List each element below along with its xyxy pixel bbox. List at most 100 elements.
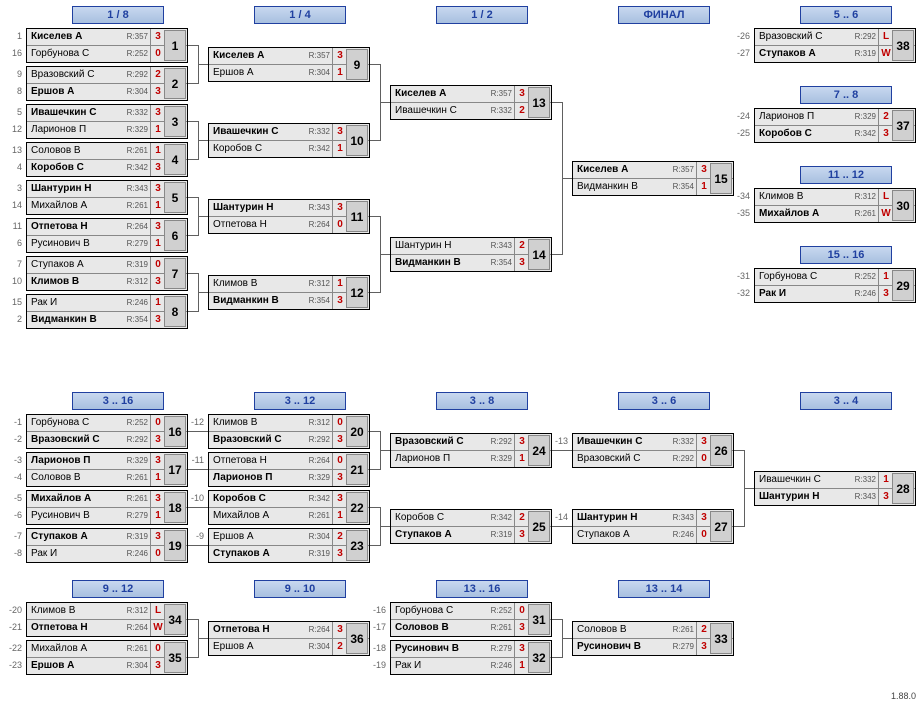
- player-name: Шантурин Н: [391, 238, 482, 254]
- player-name: Отпетова Н: [209, 217, 300, 233]
- round-header: 5 .. 6: [800, 6, 892, 24]
- player-score: 0: [150, 257, 165, 273]
- player-row: Русинович ВR:2791: [27, 507, 187, 524]
- player-row: Ступаков АR:319W: [755, 45, 915, 62]
- player-row: Коробов СR:3423: [27, 159, 187, 176]
- round-header: 11 .. 12: [800, 166, 892, 184]
- seed-label: -11: [186, 455, 204, 465]
- match-box: Ивашечкин СR:3323Коробов СR:342110: [208, 123, 370, 158]
- player-rating: R:261: [118, 641, 150, 657]
- player-name: Михайлов А: [27, 491, 118, 507]
- player-name: Ивашечкин С: [391, 103, 482, 119]
- player-row: Русинович ВR:2793: [573, 638, 733, 655]
- match-box: Ларионов ПR:3292Коробов СR:342337: [754, 108, 916, 143]
- player-name: Киселев А: [391, 86, 482, 102]
- bracket-connector: [734, 526, 744, 527]
- player-score: 0: [696, 527, 711, 543]
- player-score: 0: [150, 46, 165, 62]
- player-name: Шантурин Н: [209, 200, 300, 216]
- match-number: 30: [892, 190, 914, 221]
- player-name: Видманкин В: [27, 312, 118, 328]
- player-score: 0: [150, 415, 165, 431]
- player-score: 3: [150, 658, 165, 674]
- match-box: Михайлов АR:2613Русинович ВR:279118: [26, 490, 188, 525]
- player-rating: R:342: [300, 491, 332, 507]
- seed-label: -6: [4, 510, 22, 520]
- match-number: 21: [346, 454, 368, 485]
- player-score: 3: [150, 219, 165, 235]
- match-box: Горбунова СR:2520Соловов ВR:261331: [390, 602, 552, 637]
- player-score: 3: [696, 162, 711, 178]
- player-rating: R:279: [118, 236, 150, 252]
- player-score: 2: [332, 639, 347, 655]
- player-rating: R:264: [300, 453, 332, 469]
- seed-label: -19: [368, 660, 386, 670]
- player-rating: R:292: [300, 432, 332, 448]
- player-name: Ларионов П: [209, 470, 300, 486]
- player-row: Вразовский СR:2923: [209, 431, 369, 448]
- player-row: Рак ИR:2463: [755, 285, 915, 302]
- player-name: Михайлов А: [755, 206, 846, 222]
- player-rating: R:319: [118, 529, 150, 545]
- player-rating: R:354: [300, 293, 332, 309]
- player-row: Ершов АR:3042: [209, 529, 369, 545]
- version-label: 1.88.0: [891, 691, 916, 701]
- player-rating: R:252: [118, 46, 150, 62]
- match-box: Рак ИR:2461Видманкин ВR:35438: [26, 294, 188, 329]
- player-score: 3: [332, 432, 347, 448]
- player-name: Отпетова Н: [209, 622, 300, 638]
- player-score: 1: [878, 269, 893, 285]
- round-header: 3 .. 16: [72, 392, 164, 410]
- bracket-connector: [199, 216, 208, 217]
- match-box: Ивашечкин СR:3323Вразовский СR:292026: [572, 433, 734, 468]
- player-name: Отпетова Н: [209, 453, 300, 469]
- player-row: Вразовский СR:2922: [27, 67, 187, 83]
- match-box: Отпетова НR:2640Ларионов ПR:329321: [208, 452, 370, 487]
- seed-label: 3: [4, 183, 22, 193]
- round-header: 3 .. 6: [618, 392, 710, 410]
- bracket-connector: [381, 450, 390, 451]
- player-rating: R:332: [300, 124, 332, 140]
- player-name: Ларионов П: [27, 122, 118, 138]
- player-rating: R:264: [118, 620, 150, 636]
- bracket-connector: [552, 102, 562, 103]
- player-row: Горбунова СR:2520: [27, 45, 187, 62]
- seed-label: -9: [186, 531, 204, 541]
- match-number: 5: [164, 182, 186, 213]
- match-number: 4: [164, 144, 186, 175]
- bracket-connector: [552, 619, 562, 620]
- player-score: 3: [514, 255, 529, 271]
- match-number: 17: [164, 454, 186, 485]
- seed-label: -34: [732, 191, 750, 201]
- bracket-connector: [188, 45, 198, 46]
- seed-label: -2: [4, 434, 22, 444]
- match-number: 3: [164, 106, 186, 137]
- match-box: Шантурин НR:3433Михайлов АR:26115: [26, 180, 188, 215]
- player-rating: R:304: [118, 84, 150, 100]
- player-row: Русинович ВR:2793: [391, 641, 551, 657]
- player-row: Климов ВR:312L: [755, 189, 915, 205]
- seed-label: -22: [4, 643, 22, 653]
- player-name: Ларионов П: [755, 109, 846, 125]
- match-box: Коробов СR:3423Михайлов АR:261122: [208, 490, 370, 525]
- player-rating: R:252: [846, 269, 878, 285]
- seed-label: -14: [550, 512, 568, 522]
- bracket-connector: [188, 507, 208, 508]
- player-row: Климов ВR:3123: [27, 273, 187, 290]
- match-box: Русинович ВR:2793Рак ИR:246132: [390, 640, 552, 675]
- player-row: Климов ВR:3121: [209, 276, 369, 292]
- player-row: Ершов АR:3042: [209, 638, 369, 655]
- match-number: 29: [892, 270, 914, 301]
- player-rating: R:246: [118, 546, 150, 562]
- player-name: Русинович В: [573, 639, 664, 655]
- seed-label: 2: [4, 314, 22, 324]
- player-score: 1: [150, 236, 165, 252]
- seed-label: -5: [4, 493, 22, 503]
- player-score: 3: [878, 489, 893, 505]
- match-number: 7: [164, 258, 186, 289]
- match-box: Вразовский СR:2923Ларионов ПR:329124: [390, 433, 552, 468]
- round-header: 13 .. 14: [618, 580, 710, 598]
- player-name: Горбунова С: [755, 269, 846, 285]
- bracket-connector: [370, 140, 380, 141]
- player-row: Михайлов АR:261W: [755, 205, 915, 222]
